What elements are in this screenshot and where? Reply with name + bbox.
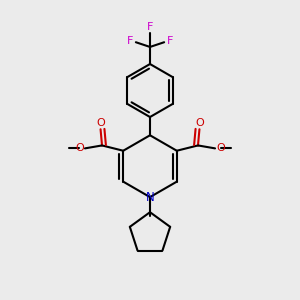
Text: F: F (167, 36, 173, 46)
Text: O: O (96, 118, 105, 128)
Text: O: O (216, 143, 225, 153)
Text: F: F (127, 36, 133, 46)
Text: N: N (146, 190, 154, 204)
Text: O: O (75, 143, 84, 153)
Text: F: F (147, 22, 153, 32)
Text: O: O (195, 118, 204, 128)
